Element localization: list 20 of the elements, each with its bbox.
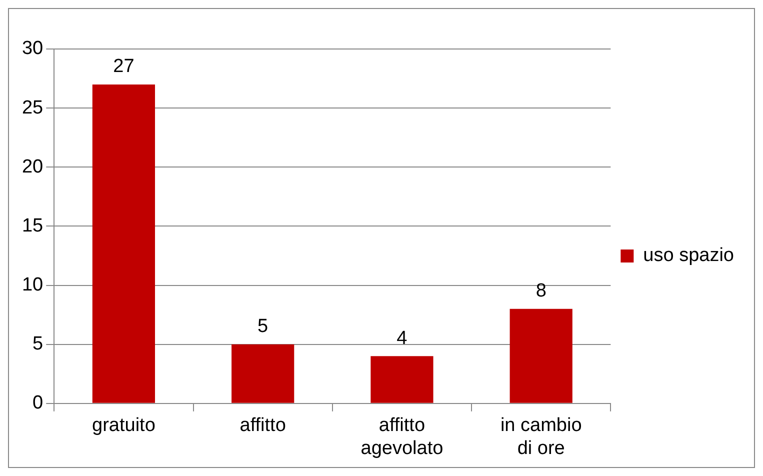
x-tick-label: in cambio di ore [500,415,582,459]
data-label: 4 [396,328,408,349]
data-label: 8 [536,280,546,302]
bar [370,356,434,403]
y-tick-label: 0 [32,392,44,414]
x-tick-label: affitto agevolato [360,415,444,459]
data-label: 27 [113,56,134,78]
data-label: 5 [258,316,268,338]
y-tick-label: 15 [22,215,44,236]
bar [92,84,156,403]
bar [232,344,294,403]
legend-label: uso spazio [643,245,734,266]
y-tick-label: 25 [22,97,44,118]
x-tick-label: affitto [240,415,286,436]
y-tick-label: 20 [22,156,44,178]
y-tick-label: 5 [32,334,44,355]
bar [510,308,572,403]
y-tick-label: 30 [22,38,44,60]
x-tick-label: gratuito [92,415,156,436]
y-tick-label: 10 [22,274,44,296]
